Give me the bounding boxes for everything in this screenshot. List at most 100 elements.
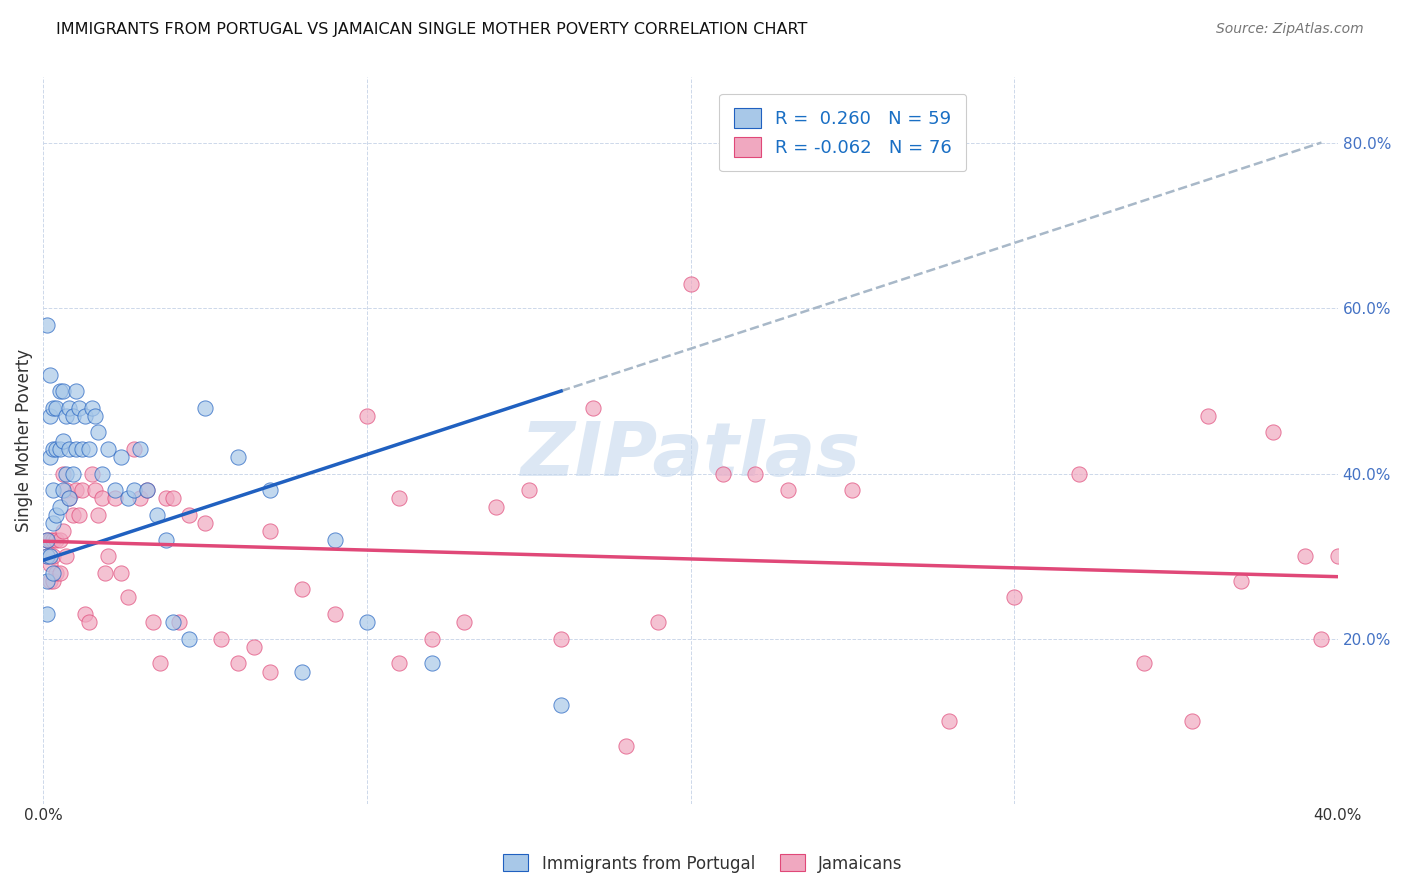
Point xyxy=(62,508,84,522)
Point xyxy=(744,467,766,481)
Point xyxy=(84,409,107,423)
Point xyxy=(162,491,184,506)
Point xyxy=(122,442,145,456)
Point xyxy=(1326,549,1348,563)
Point xyxy=(155,491,177,506)
Point xyxy=(1294,549,1316,563)
Point xyxy=(679,277,702,291)
Point xyxy=(938,714,960,728)
Point xyxy=(48,500,70,514)
Point xyxy=(38,549,60,563)
Point xyxy=(52,384,75,398)
Point xyxy=(87,508,110,522)
Point xyxy=(90,467,112,481)
Point xyxy=(48,533,70,547)
Legend: R =  0.260   N = 59, R = -0.062   N = 76: R = 0.260 N = 59, R = -0.062 N = 76 xyxy=(718,94,966,171)
Point xyxy=(145,508,167,522)
Point xyxy=(1229,574,1251,588)
Point xyxy=(35,549,58,563)
Point xyxy=(55,409,77,423)
Point xyxy=(1002,591,1025,605)
Point xyxy=(1067,467,1090,481)
Point xyxy=(42,574,65,588)
Point xyxy=(291,665,314,679)
Point xyxy=(117,591,139,605)
Point xyxy=(582,401,605,415)
Point xyxy=(1310,632,1333,646)
Point xyxy=(142,615,165,629)
Point xyxy=(194,516,217,530)
Y-axis label: Single Mother Poverty: Single Mother Poverty xyxy=(15,349,32,533)
Point xyxy=(122,483,145,497)
Point xyxy=(77,442,100,456)
Point xyxy=(35,574,58,588)
Point xyxy=(65,384,87,398)
Point xyxy=(35,533,58,547)
Point xyxy=(94,566,117,580)
Point xyxy=(70,483,93,497)
Point xyxy=(647,615,669,629)
Point xyxy=(75,607,97,621)
Point xyxy=(55,483,77,497)
Point xyxy=(420,632,443,646)
Point xyxy=(1197,409,1219,423)
Point xyxy=(485,500,508,514)
Point xyxy=(45,401,67,415)
Point xyxy=(614,739,637,753)
Point xyxy=(42,442,65,456)
Point xyxy=(517,483,540,497)
Point xyxy=(48,384,70,398)
Point xyxy=(97,549,120,563)
Point xyxy=(45,533,67,547)
Point xyxy=(35,549,58,563)
Point xyxy=(45,566,67,580)
Point xyxy=(162,615,184,629)
Point xyxy=(1132,657,1154,671)
Point xyxy=(388,657,411,671)
Point xyxy=(42,566,65,580)
Point xyxy=(711,467,734,481)
Point xyxy=(38,574,60,588)
Point xyxy=(104,483,127,497)
Point xyxy=(45,442,67,456)
Point xyxy=(42,401,65,415)
Point xyxy=(356,615,378,629)
Point xyxy=(52,524,75,539)
Point xyxy=(87,425,110,440)
Point xyxy=(356,409,378,423)
Point xyxy=(62,409,84,423)
Point xyxy=(58,491,80,506)
Legend: Immigrants from Portugal, Jamaicans: Immigrants from Portugal, Jamaicans xyxy=(496,847,910,880)
Point xyxy=(38,558,60,572)
Point xyxy=(52,483,75,497)
Point xyxy=(550,698,572,712)
Point xyxy=(38,409,60,423)
Point xyxy=(77,615,100,629)
Point xyxy=(42,516,65,530)
Point xyxy=(110,566,132,580)
Point xyxy=(226,657,249,671)
Point xyxy=(38,368,60,382)
Point xyxy=(129,491,152,506)
Point xyxy=(75,409,97,423)
Point xyxy=(323,607,346,621)
Point xyxy=(45,508,67,522)
Point xyxy=(388,491,411,506)
Point xyxy=(177,632,200,646)
Point xyxy=(65,483,87,497)
Point xyxy=(55,549,77,563)
Point xyxy=(1261,425,1284,440)
Point xyxy=(38,450,60,464)
Point xyxy=(291,582,314,596)
Point xyxy=(90,491,112,506)
Point xyxy=(129,442,152,456)
Point xyxy=(420,657,443,671)
Text: IMMIGRANTS FROM PORTUGAL VS JAMAICAN SINGLE MOTHER POVERTY CORRELATION CHART: IMMIGRANTS FROM PORTUGAL VS JAMAICAN SIN… xyxy=(56,22,807,37)
Point xyxy=(38,533,60,547)
Point xyxy=(1181,714,1204,728)
Point xyxy=(42,549,65,563)
Point xyxy=(58,491,80,506)
Point xyxy=(242,640,264,654)
Point xyxy=(48,442,70,456)
Point xyxy=(67,401,90,415)
